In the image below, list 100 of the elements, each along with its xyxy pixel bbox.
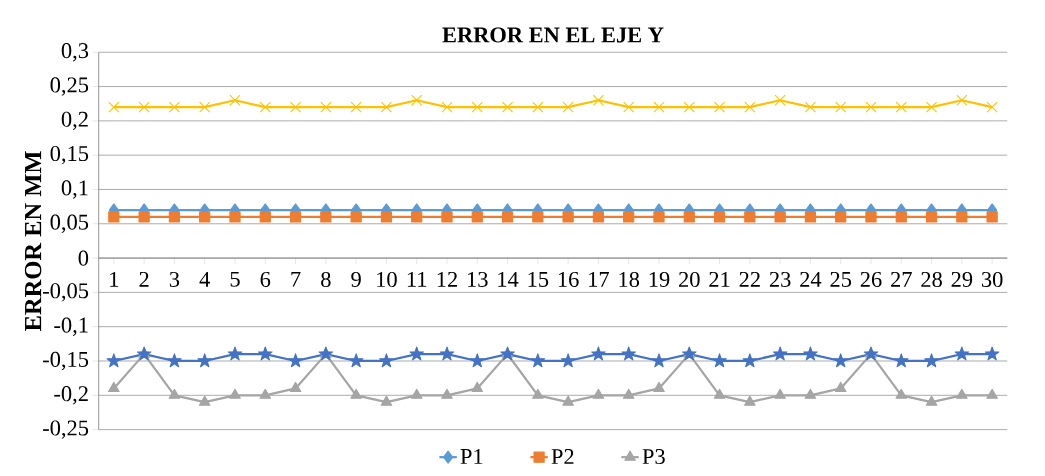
point — [411, 211, 423, 223]
point — [108, 211, 120, 223]
point — [956, 211, 968, 223]
x-tick-label: 14 — [498, 271, 519, 287]
point — [380, 101, 392, 113]
x-tick-label: 24 — [800, 271, 822, 287]
point — [653, 101, 665, 113]
point — [532, 101, 544, 113]
point — [623, 101, 635, 113]
point — [168, 388, 181, 399]
point — [956, 388, 968, 399]
point — [592, 94, 604, 106]
x-tick-label: 16 — [558, 271, 579, 287]
point — [742, 353, 758, 368]
point — [290, 101, 302, 113]
point — [984, 346, 1000, 361]
point — [592, 388, 605, 399]
point — [441, 211, 453, 223]
point — [924, 353, 939, 368]
point — [895, 101, 907, 113]
point — [804, 388, 817, 399]
point — [562, 395, 574, 406]
point — [562, 101, 574, 113]
x-tick-label: 10 — [377, 271, 397, 288]
point — [683, 211, 695, 223]
point — [835, 101, 847, 113]
chart-title: ERROR EN EL EJE Y — [442, 27, 664, 43]
y-tick-label: -0,2 — [54, 386, 88, 405]
point — [168, 101, 180, 113]
point — [986, 101, 998, 113]
point — [138, 211, 150, 223]
point — [835, 211, 847, 223]
point — [198, 395, 211, 406]
point — [350, 388, 362, 399]
point — [683, 101, 695, 113]
point — [259, 388, 272, 399]
x-tick-label: 22 — [739, 271, 760, 287]
y-tick-label: 0,3 — [61, 43, 89, 62]
point — [259, 101, 271, 113]
point — [227, 346, 243, 361]
point — [471, 101, 483, 113]
point — [439, 346, 455, 361]
point — [744, 101, 756, 113]
point — [532, 388, 544, 399]
point — [106, 353, 122, 368]
legend-label: P1 — [460, 448, 483, 464]
y-tick-label: -0,25 — [43, 420, 89, 439]
point — [441, 101, 453, 113]
point — [289, 381, 302, 392]
point — [744, 211, 756, 223]
point — [380, 211, 393, 223]
point — [621, 346, 636, 361]
x-tick-label: 12 — [437, 271, 457, 287]
x-tick-label: 4 — [199, 271, 210, 287]
point — [895, 388, 908, 399]
y-axis-title: ERROR EN MM — [24, 151, 42, 331]
point — [925, 395, 938, 406]
x-tick-label: 19 — [649, 271, 670, 287]
y-tick-label: -0,05 — [43, 283, 89, 302]
x-tick-label: 1 — [110, 271, 119, 287]
point — [713, 101, 726, 113]
point — [834, 381, 847, 392]
y-tick-label: 0,05 — [50, 214, 89, 233]
point — [229, 388, 241, 399]
point — [651, 353, 667, 368]
y-tick-label: 0 — [78, 250, 89, 266]
point — [774, 211, 786, 223]
x-tick-label: 28 — [921, 271, 942, 288]
point — [653, 381, 665, 392]
point — [288, 353, 303, 368]
x-tick-label: 29 — [951, 271, 973, 287]
point — [804, 101, 816, 113]
x-tick-label: 13 — [468, 271, 488, 287]
point — [320, 101, 332, 113]
point — [471, 381, 484, 392]
x-tick-label: 15 — [528, 271, 549, 287]
point — [501, 211, 514, 223]
point — [469, 353, 485, 368]
point — [804, 211, 817, 223]
x-tick-label: 26 — [860, 271, 882, 287]
x-tick-label: 25 — [830, 271, 852, 287]
point — [956, 94, 968, 106]
y-tick-label: 0,2 — [61, 111, 88, 131]
point — [350, 101, 362, 113]
point — [441, 388, 453, 399]
point — [653, 211, 665, 223]
point — [954, 346, 970, 361]
x-tick-label: 6 — [260, 271, 271, 287]
point — [803, 346, 818, 361]
point — [772, 346, 788, 361]
point — [865, 211, 877, 223]
legend-label: P2 — [551, 448, 574, 464]
x-tick-label: 2 — [139, 271, 149, 287]
x-tick-label: 27 — [891, 271, 912, 287]
x-tick-label: 30 — [981, 271, 1003, 288]
point — [623, 211, 635, 223]
x-tick-label: 20 — [679, 271, 700, 288]
point — [320, 211, 332, 223]
point — [986, 388, 998, 399]
point — [229, 211, 241, 223]
